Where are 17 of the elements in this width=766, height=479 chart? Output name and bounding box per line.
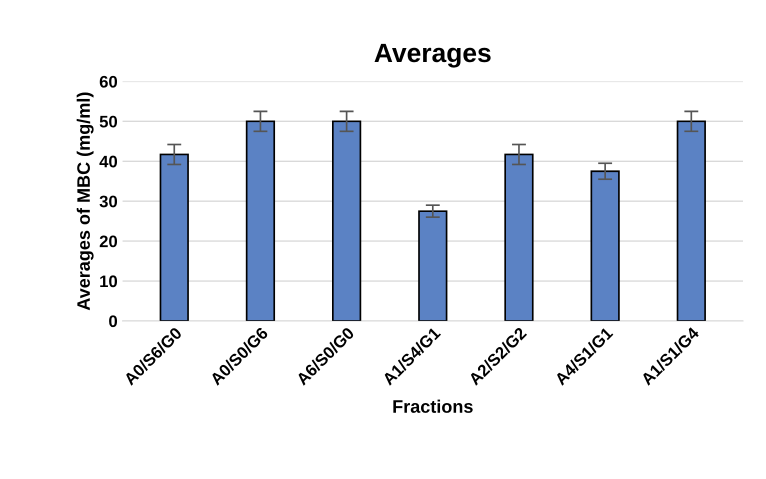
chart-title: Averages (374, 44, 491, 68)
y-tick-label: 40 (99, 156, 118, 168)
y-tick-label: 30 (100, 196, 118, 208)
y-tick-label: 50 (100, 116, 118, 128)
bar (590, 170, 620, 321)
bar (160, 154, 189, 321)
x-axis-title: Fractions (393, 400, 473, 413)
bar (676, 120, 706, 321)
y-axis-title: Averages of MBC (mg/ml) (76, 92, 94, 310)
bar (418, 210, 448, 321)
y-tick-label: 0 (109, 315, 118, 328)
y-tick-label: 20 (100, 236, 118, 248)
bar (246, 120, 276, 321)
y-tick-label: 10 (100, 275, 118, 288)
y-tick-label: 60 (100, 76, 118, 88)
bar (332, 120, 362, 321)
bar (504, 154, 534, 321)
